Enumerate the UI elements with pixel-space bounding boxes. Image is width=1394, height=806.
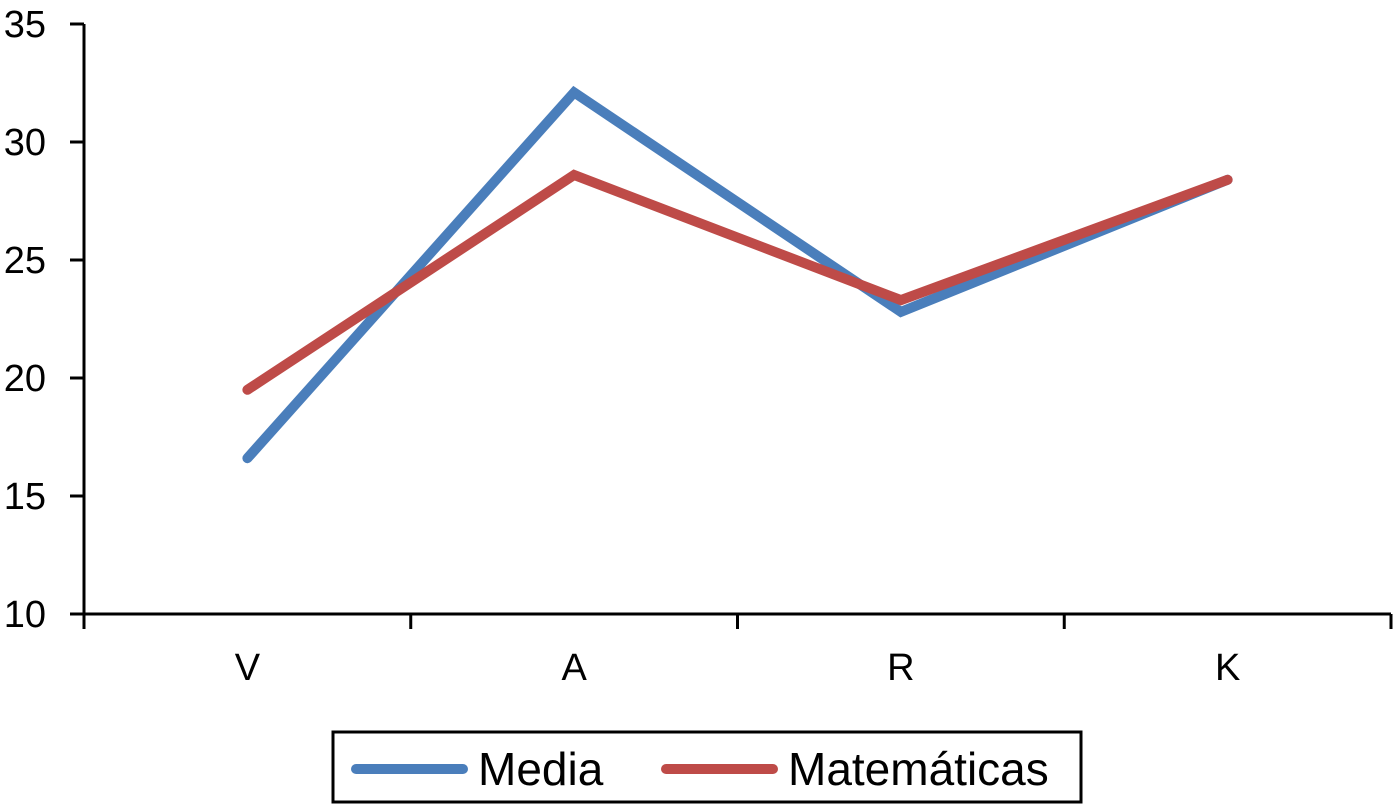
y-tick-label: 35 bbox=[4, 4, 46, 46]
legend-label-media: Media bbox=[478, 743, 604, 795]
y-tick-label: 10 bbox=[4, 594, 46, 636]
y-tick-label: 20 bbox=[4, 358, 46, 400]
x-tick-label: A bbox=[561, 647, 587, 689]
x-tick-label: R bbox=[887, 647, 914, 689]
y-axis: 10 15 20 25 30 35 bbox=[4, 4, 86, 636]
y-tick-label: 15 bbox=[4, 476, 46, 518]
legend-label-matematicas: Matemáticas bbox=[788, 743, 1049, 795]
series-lines bbox=[242, 85, 1233, 464]
series-line-media bbox=[242, 85, 1233, 464]
x-tick-label: K bbox=[1215, 647, 1240, 689]
y-tick-label: 25 bbox=[4, 240, 46, 282]
y-tick-label: 30 bbox=[4, 122, 46, 164]
legend: Media Matemáticas bbox=[331, 730, 1083, 804]
series-line-matematicas bbox=[242, 169, 1233, 395]
x-tick-label: V bbox=[235, 647, 261, 689]
